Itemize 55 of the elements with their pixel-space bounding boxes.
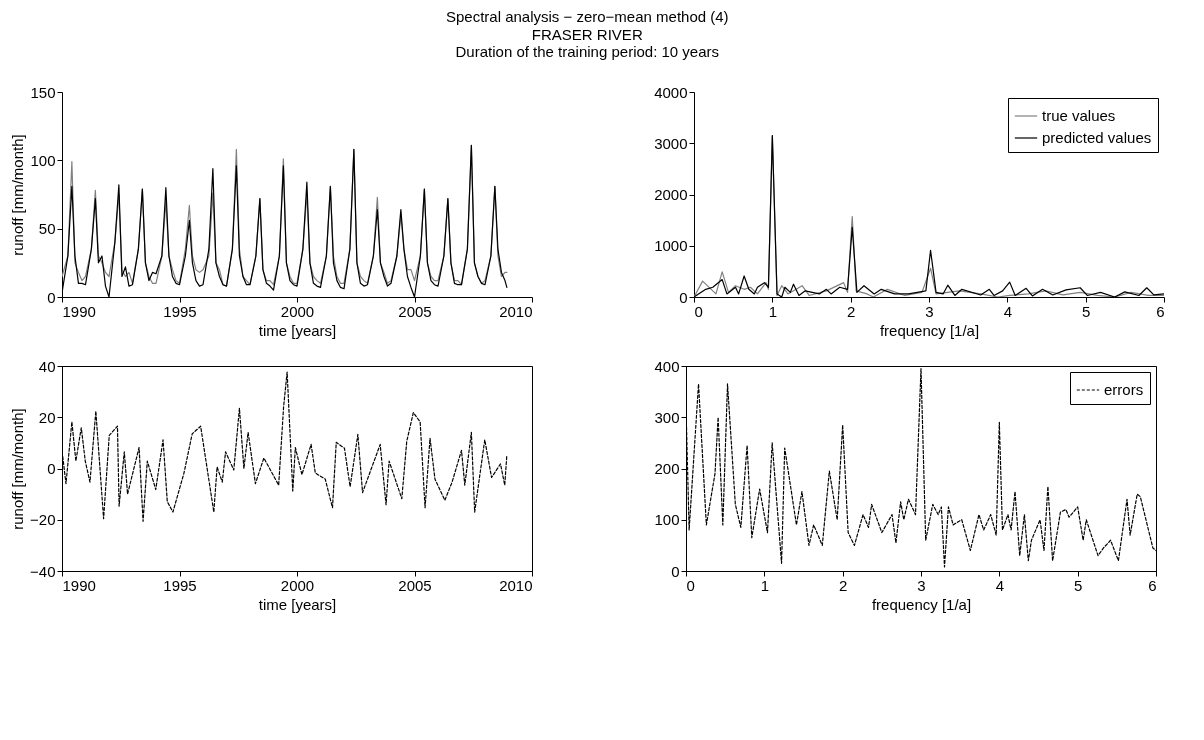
x-axis-title: frequency [1/a] bbox=[871, 595, 972, 613]
x-tick-label: 6 bbox=[1148, 576, 1157, 594]
x-tick-label: 1995 bbox=[163, 302, 197, 320]
x-tick-label: 2000 bbox=[280, 302, 315, 320]
line-series bbox=[62, 371, 508, 522]
y-tick-label: −20 bbox=[30, 511, 56, 529]
x-tick-label: 2005 bbox=[398, 576, 432, 594]
y-tick-label: 1000 bbox=[654, 237, 688, 255]
y-tick-label: 0 bbox=[47, 288, 56, 306]
text: Spectral analysis − zero−mean method (4) bbox=[445, 8, 729, 25]
y-axis-title: runoff [mm/month] bbox=[9, 134, 27, 256]
y-tick-label: 150 bbox=[30, 83, 56, 101]
x-tick-label: 1 bbox=[768, 302, 778, 320]
y-tick-label: 20 bbox=[38, 408, 56, 426]
x-tick-label: 2 bbox=[838, 576, 848, 594]
legend-label: true values bbox=[1042, 107, 1116, 124]
y-axis-title: runoff [mm/month] bbox=[9, 408, 27, 530]
x-axis-title: time [years] bbox=[258, 595, 337, 613]
y-tick-label: 400 bbox=[654, 357, 680, 375]
x-tick-label: 0 bbox=[694, 302, 703, 320]
text: FRASER RIVER Duration of the training period: 10 years bbox=[455, 26, 720, 60]
x-tick-label: 4 bbox=[1003, 302, 1013, 320]
x-tick-label: 4 bbox=[995, 576, 1005, 594]
x-tick-label: 5 bbox=[1081, 302, 1091, 320]
x-tick-label: 2005 bbox=[398, 302, 432, 320]
x-tick-label: 2010 bbox=[499, 576, 533, 594]
y-tick-label: 0 bbox=[679, 288, 688, 306]
y-tick-label: 100 bbox=[654, 511, 680, 529]
x-tick-label: 1 bbox=[760, 576, 770, 594]
x-tick-label: 1995 bbox=[163, 576, 197, 594]
y-tick-label: −40 bbox=[30, 562, 56, 580]
y-tick-label: 40 bbox=[38, 357, 56, 375]
line-series bbox=[686, 367, 1156, 568]
legend-label: errors bbox=[1104, 381, 1144, 398]
y-tick-label: 2000 bbox=[654, 186, 688, 203]
x-tick-label: 1990 bbox=[62, 576, 96, 594]
x-tick-label: 3 bbox=[917, 576, 926, 594]
legend-label: predicted values bbox=[1042, 129, 1152, 146]
x-tick-label: 5 bbox=[1073, 576, 1083, 594]
y-tick-label: 300 bbox=[654, 408, 680, 426]
x-tick-label: 2010 bbox=[499, 302, 533, 320]
y-tick-label: 0 bbox=[47, 460, 56, 477]
x-tick-label: 3 bbox=[925, 302, 934, 320]
x-axis-title: time [years] bbox=[258, 321, 337, 339]
x-tick-label: 1990 bbox=[62, 302, 96, 320]
y-tick-label: 0 bbox=[671, 562, 680, 580]
y-tick-label: 4000 bbox=[654, 83, 688, 101]
x-tick-label: 6 bbox=[1156, 302, 1165, 320]
x-tick-label: 2 bbox=[846, 302, 856, 320]
y-tick-label: 200 bbox=[654, 460, 680, 477]
x-axis-title: frequency [1/a] bbox=[879, 321, 980, 339]
y-tick-label: 50 bbox=[38, 220, 56, 238]
y-tick-label: 100 bbox=[30, 151, 56, 169]
y-tick-label: 3000 bbox=[654, 134, 688, 152]
x-tick-label: 2000 bbox=[280, 576, 315, 594]
